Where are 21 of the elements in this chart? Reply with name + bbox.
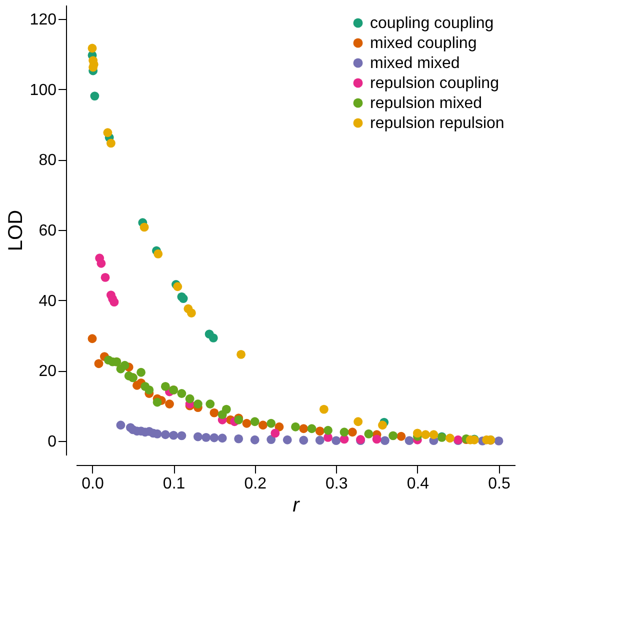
x-tick-label: 0.0: [82, 476, 104, 492]
legend-label: coupling coupling: [370, 15, 494, 32]
legend-label: mixed mixed: [370, 55, 460, 72]
y-tick-label: 80: [38, 152, 57, 170]
x-tick-label: 0.4: [406, 476, 430, 492]
y-axis-title: LOD: [4, 210, 27, 252]
y-tick-label: 20: [38, 363, 57, 380]
x-tick-label: 0.2: [244, 476, 267, 492]
y-tick-label: 40: [38, 292, 57, 310]
y-tick-label: 100: [30, 82, 57, 99]
x-tick-label: 0.5: [488, 476, 510, 492]
y-tick-label: 120: [30, 12, 57, 29]
legend-label: repulsion repulsion: [370, 115, 504, 132]
y-tick-label: 60: [38, 222, 57, 240]
x-tick-label: 0.3: [326, 476, 348, 492]
legend-label: mixed coupling: [370, 35, 477, 52]
legend-label: repulsion mixed: [370, 95, 482, 112]
x-tick-label: 0.1: [162, 476, 186, 492]
y-tick-label: 0: [48, 433, 57, 450]
x-axis-title: r: [292, 494, 301, 516]
legend-label: repulsion coupling: [370, 75, 499, 92]
